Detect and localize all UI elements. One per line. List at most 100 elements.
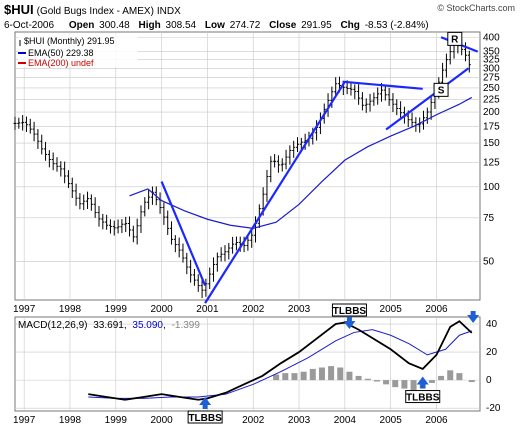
macd-histogram-bar (328, 366, 335, 381)
open-value: 300.48 (99, 20, 130, 31)
macd-y-tick-label: 0 (486, 375, 492, 386)
tlbbs-label: TLBBS (406, 393, 440, 404)
price-y-tick-label: 300 (483, 63, 500, 74)
macd-histogram-bar (300, 371, 307, 381)
price-x-tick-label: 2006 (425, 304, 448, 315)
up-arrow-icon (199, 397, 212, 409)
macd-histogram-bar (291, 373, 298, 381)
price-y-tick-label: 400 (483, 32, 500, 43)
low-value: 274.72 (230, 20, 261, 31)
tlbbs-label: TLBBS (333, 306, 367, 317)
price-y-tick-label: 275 (483, 73, 500, 84)
macd-histogram-bar (410, 380, 417, 390)
trendline (342, 80, 423, 90)
macd-histogram-bar (468, 380, 475, 383)
price-x-tick-label: 2003 (288, 304, 311, 315)
support-label-box (433, 82, 449, 97)
close-value: 291.95 (301, 20, 332, 31)
price-x-tick-label: 1998 (59, 304, 82, 315)
close-label: Close (269, 20, 297, 31)
price-x-tick-label: 2001 (196, 304, 219, 315)
macd-y-tick-label: 40 (486, 319, 498, 330)
legend-ema50: EMA(50) 229.38 (28, 48, 94, 58)
up-arrow-icon (416, 376, 429, 389)
tlbbs-label: TLBBS (188, 413, 222, 424)
high-label: High (139, 20, 161, 31)
macd-x-tick-label: 1997 (13, 415, 36, 426)
macd-x-tick-label: 2005 (380, 415, 403, 426)
macd-x-tick-label: 2002 (242, 415, 265, 426)
down-arrow-icon (343, 317, 356, 329)
chg-value: -8.53 (-2.84%) (365, 20, 429, 31)
macd-histogram-bar (355, 375, 362, 381)
trendline (160, 181, 207, 287)
macd-histogram-bar (401, 380, 408, 389)
macd-x-tick-label: 2006 (425, 415, 448, 426)
price-x-tick-label: 2002 (242, 304, 265, 315)
high-value: 308.54 (166, 20, 197, 31)
macd-histogram-bar (346, 371, 353, 381)
macd-hist-value: -1.399 (172, 320, 201, 331)
macd-signal-line (88, 329, 472, 399)
price-x-tick-label: 1997 (13, 304, 36, 315)
quote-line: 6-Oct-2006 Open 300.48 High 308.54 Low 2… (4, 20, 429, 31)
macd-histogram-bar (428, 380, 435, 383)
header-title: $HUI (Gold Bugs Index - AMEX) INDX (4, 2, 181, 17)
legend-ema200: EMA(200) undef (28, 58, 94, 68)
macd-histogram-bar (318, 367, 325, 381)
macd-x-tick-label: 2004 (334, 415, 357, 426)
chg-label: Chg (340, 20, 359, 31)
date-text: 6-Oct-2006 (4, 20, 54, 31)
macd-histogram-bar (383, 380, 390, 385)
macd-legend: MACD(12,26,9) 33.691, 35.090, -1.399 (18, 320, 200, 331)
macd-histogram-bar (273, 374, 280, 381)
tlbbs-box (331, 303, 367, 317)
macd-x-tick-label: 2003 (288, 415, 311, 426)
macd-histogram-bar (373, 380, 380, 382)
copyright-text: © StockCharts.com (437, 3, 515, 13)
price-x-tick-label: 2000 (150, 304, 173, 315)
price-y-tick-label: 250 (483, 83, 500, 94)
macd-line (88, 320, 473, 401)
macd-label: MACD(12,26,9) (18, 320, 87, 331)
price-y-tick-label: 225 (483, 94, 500, 105)
macd-histogram-bar (309, 368, 316, 381)
macd-signal-value: 35.090 (132, 320, 163, 331)
macd-x-tick-label: 2000 (150, 415, 173, 426)
legend-price: $HUI (Monthly) 291.95 (24, 36, 115, 46)
resistance-label: R (451, 34, 459, 45)
macd-y-tick-label: 20 (486, 347, 498, 358)
macd-y-tick-label: -20 (486, 403, 501, 414)
symbol-text: $HUI (4, 2, 34, 17)
price-y-tick-label: 100 (483, 182, 500, 193)
price-y-tick-label: 75 (483, 213, 495, 224)
price-panel (14, 31, 481, 301)
macd-x-tick-label: 1998 (59, 415, 82, 426)
price-x-tick-label: 2005 (380, 304, 403, 315)
price-marks (13, 36, 479, 304)
macd-x-tick-label: 1999 (105, 415, 128, 426)
macd-histogram-bar (282, 373, 289, 381)
index-name-text: (Gold Bugs Index - AMEX) (37, 6, 154, 17)
price-legend: $HUI (Monthly) 291.95 EMA(50) 229.38 EMA… (18, 34, 138, 68)
price-x-tick-label: 1999 (105, 304, 128, 315)
trendline (385, 67, 470, 131)
price-grid (15, 32, 480, 300)
low-label: Low (205, 20, 225, 31)
tlbbs-box (405, 390, 441, 404)
down-arrow-icon (467, 311, 480, 323)
macd-value: 33.691 (93, 320, 124, 331)
open-label: Open (69, 20, 95, 31)
price-y-tick-label: 325 (483, 55, 500, 66)
ema50-line (129, 96, 473, 229)
trendline (204, 81, 346, 304)
macd-grid (15, 317, 480, 411)
resistance-label-box (447, 31, 463, 46)
price-y-tick-label: 175 (483, 121, 500, 132)
macd-histogram-bar (456, 373, 463, 381)
macd-histogram-bar (438, 375, 445, 381)
macd-histogram-bar (337, 367, 344, 381)
price-y-tick-label: 150 (483, 138, 500, 149)
macd-histogram-bar (447, 370, 454, 381)
